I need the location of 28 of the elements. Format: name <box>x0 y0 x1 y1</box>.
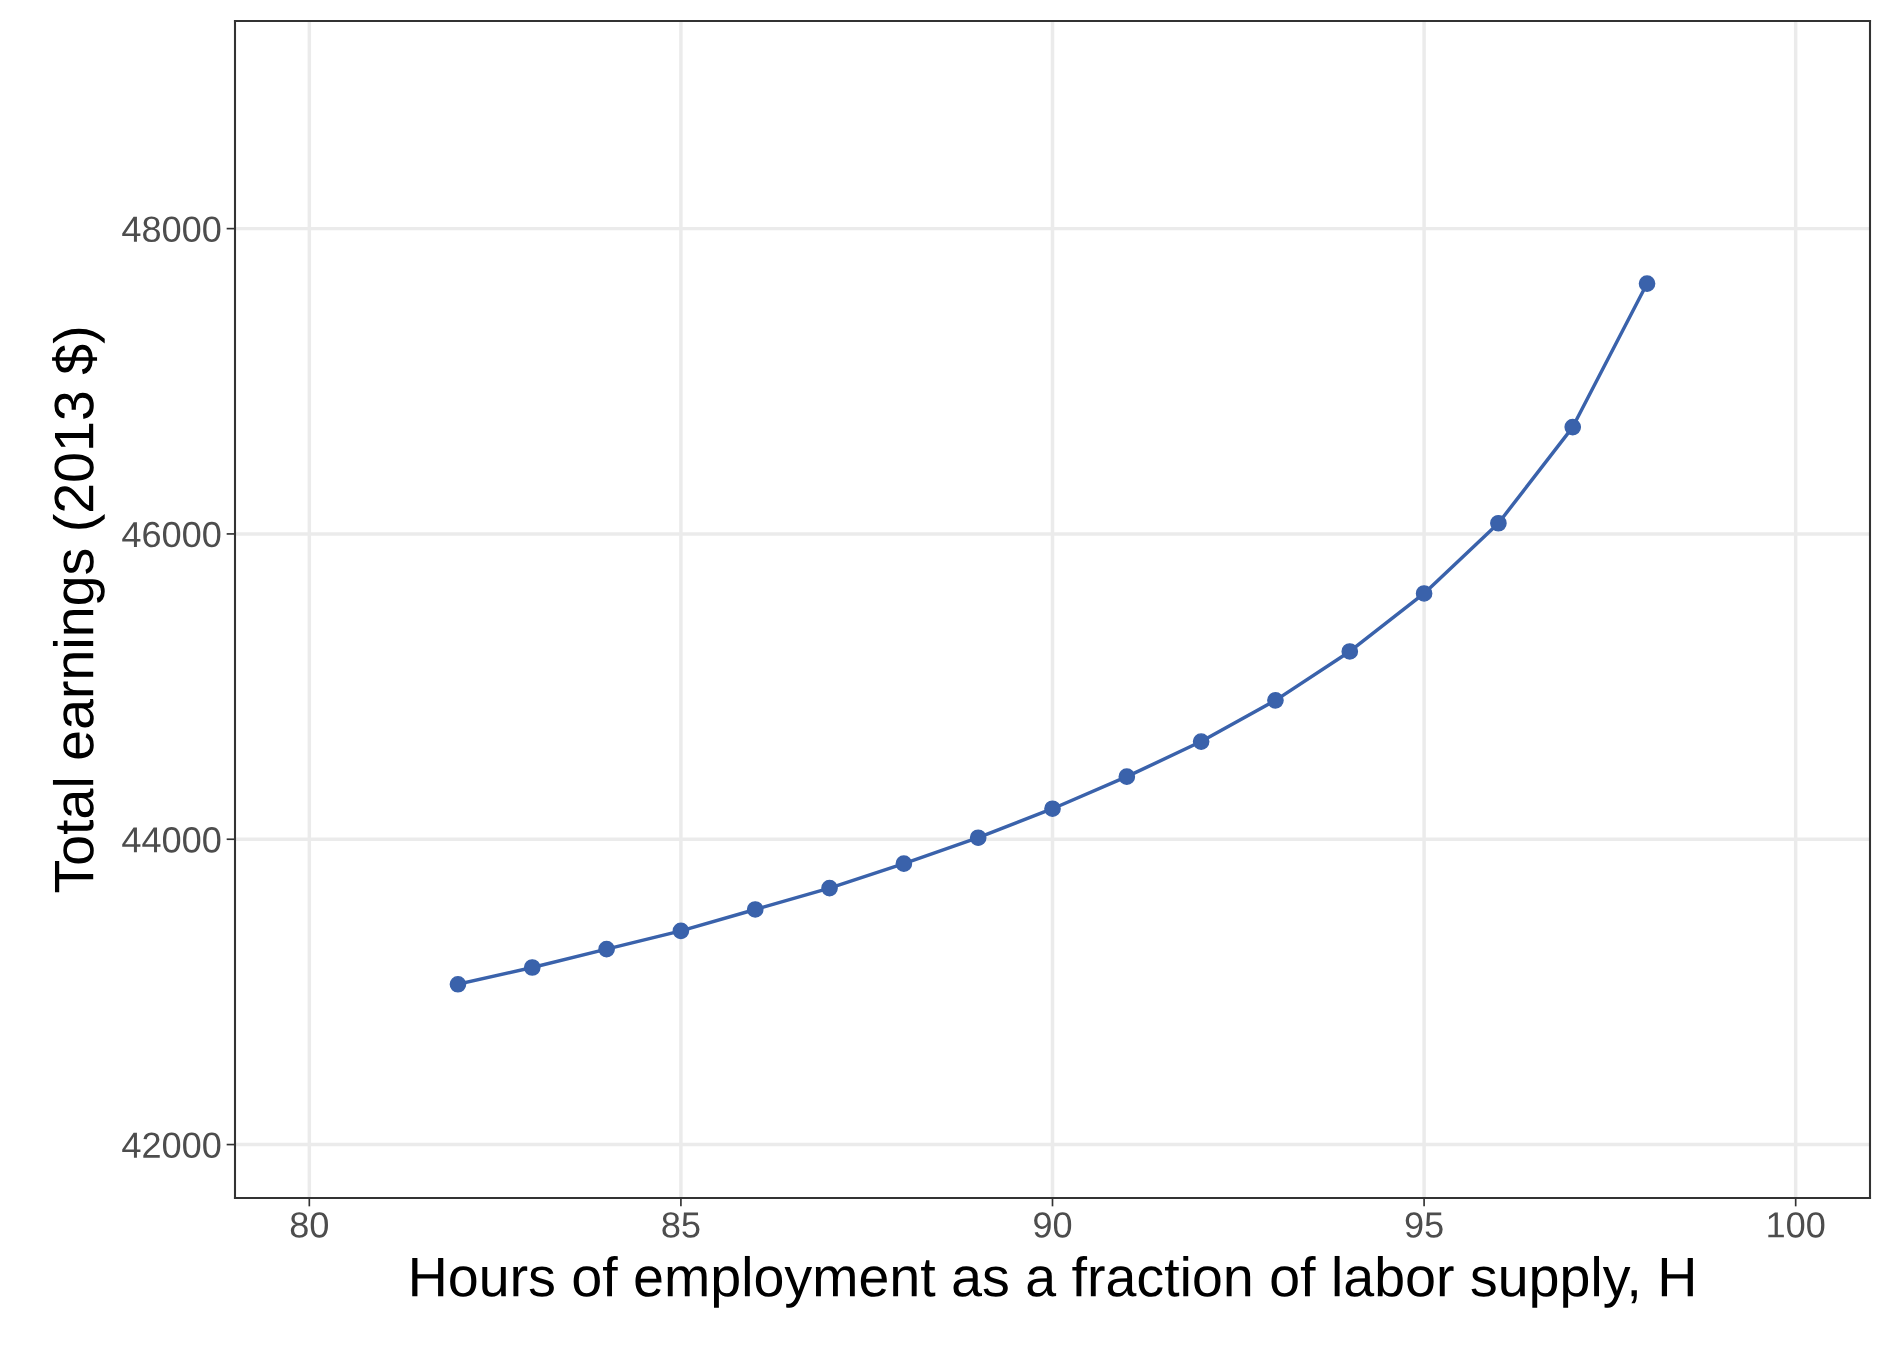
point <box>523 959 541 976</box>
point <box>969 829 987 847</box>
x-tick-label: 85 <box>662 1212 700 1238</box>
point <box>895 855 913 873</box>
point <box>1415 585 1433 602</box>
x-tick-label: 80 <box>290 1212 328 1238</box>
point <box>746 901 764 918</box>
point <box>1044 800 1061 818</box>
y-tick-label: 46000 <box>122 521 221 548</box>
x-tick-label: 90 <box>1034 1212 1072 1238</box>
y-tick-label: 48000 <box>122 216 221 243</box>
y-tick-label: 42000 <box>122 1132 221 1159</box>
point <box>821 879 838 897</box>
point <box>449 975 467 993</box>
point <box>1267 691 1284 709</box>
point <box>672 922 690 940</box>
y-tick-label: 44000 <box>122 827 221 853</box>
y-axis-title: Total earnings (2013 $) <box>52 328 105 893</box>
point <box>1490 514 1507 532</box>
x-tick-label: 95 <box>1405 1212 1443 1238</box>
point <box>1192 733 1210 750</box>
x-axis-title: Hours of employment as a fraction of labor supply, H <box>412 1255 1693 1308</box>
point <box>1638 275 1656 292</box>
point <box>598 940 615 958</box>
point <box>1564 418 1582 436</box>
point <box>1341 643 1359 660</box>
point <box>1118 768 1136 785</box>
x-tick-label: 100 <box>1768 1212 1825 1238</box>
